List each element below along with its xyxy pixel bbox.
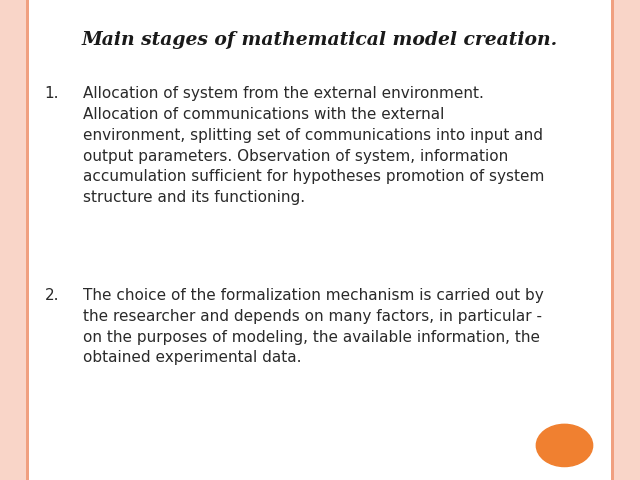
- Text: The choice of the formalization mechanism is carried out by
the researcher and d: The choice of the formalization mechanis…: [83, 288, 544, 365]
- Text: 1.: 1.: [45, 86, 60, 101]
- Text: 2.: 2.: [45, 288, 60, 303]
- Text: Main stages of mathematical model creation.: Main stages of mathematical model creati…: [82, 31, 558, 49]
- Bar: [0, 0, 29, 480]
- Bar: [26, 0, 29, 480]
- FancyBboxPatch shape: [29, 0, 611, 480]
- Bar: [611, 0, 640, 480]
- Bar: [611, 0, 614, 480]
- Circle shape: [536, 424, 593, 467]
- Text: Allocation of system from the external environment.
Allocation of communications: Allocation of system from the external e…: [83, 86, 545, 205]
